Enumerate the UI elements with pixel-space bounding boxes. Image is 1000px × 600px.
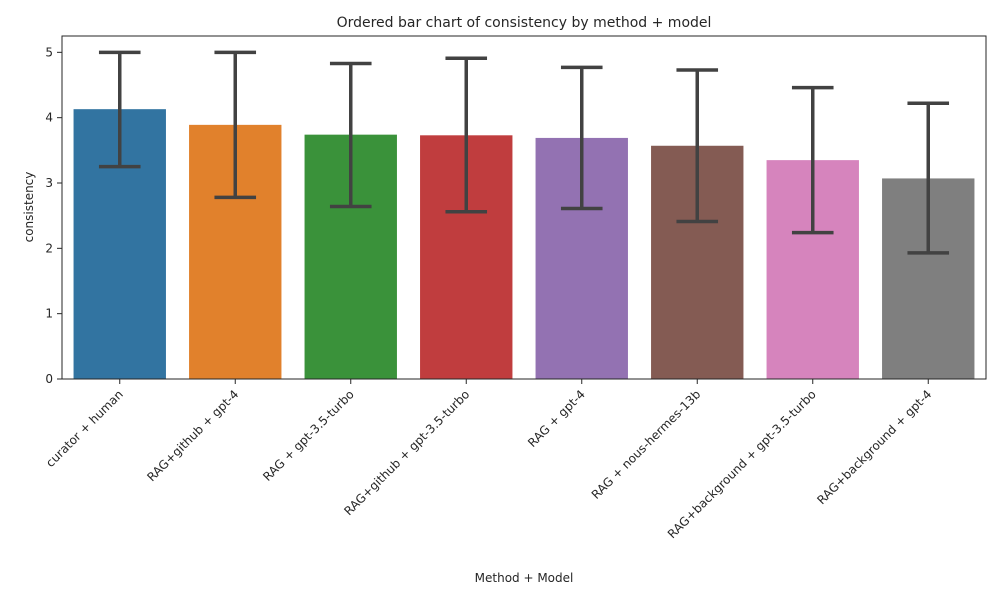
y-tick-label: 4: [45, 111, 53, 125]
y-axis-label: consistency: [22, 172, 36, 243]
axes: [61, 35, 987, 380]
plot-frame: [61, 35, 987, 380]
x-tick-label: RAG+background + gpt-4: [814, 387, 934, 507]
chart-title: Ordered bar chart of consistency by meth…: [337, 15, 712, 31]
x-tick-label: curator + human: [43, 387, 126, 470]
x-tick-label: RAG + gpt-3.5-turbo: [260, 387, 357, 484]
x-axis-ticks: curator + human RAG+github + gpt-4 RAG + g…: [43, 379, 934, 541]
x-tick-label: RAG+github + gpt-3.5-turbo: [341, 387, 472, 518]
y-tick-label: 1: [45, 307, 53, 321]
y-tick-label: 3: [45, 176, 53, 190]
y-tick-label: 0: [45, 372, 53, 386]
x-tick-label: RAG + nous-hermes-13b: [589, 387, 704, 502]
y-tick-label: 5: [45, 45, 53, 59]
error-bars-layer: [98, 50, 950, 255]
x-tick-label: RAG + gpt-4: [525, 387, 588, 450]
y-tick-label: 2: [45, 241, 53, 255]
x-tick-label: RAG+github + gpt-4: [144, 387, 241, 484]
y-axis-ticks: 0 1 2 3 4 5: [45, 45, 62, 386]
x-axis-label: Method + Model: [475, 571, 574, 585]
bars-layer: [73, 109, 975, 379]
